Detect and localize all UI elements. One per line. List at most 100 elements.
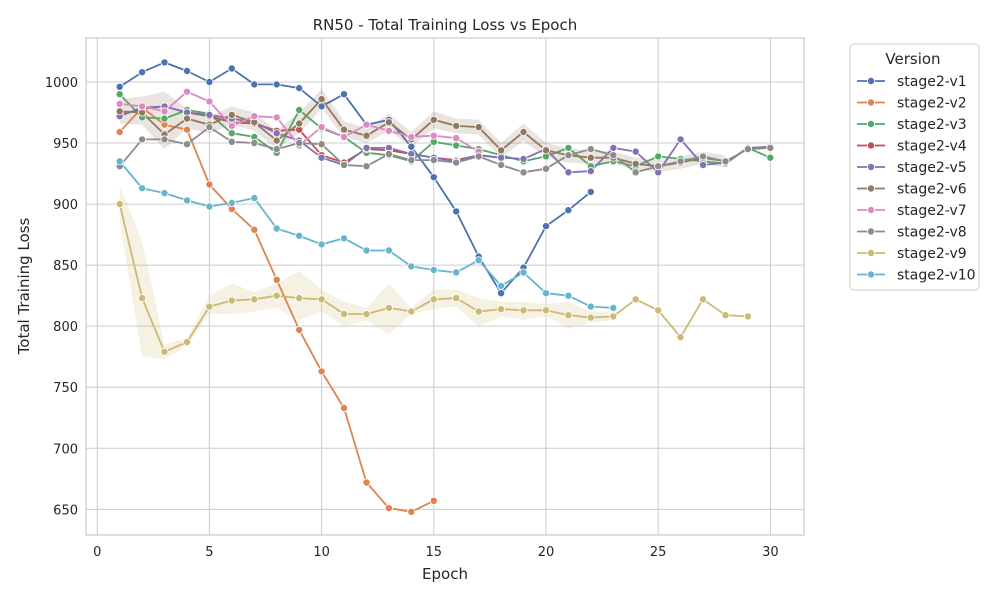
y-tick-label: 950 xyxy=(53,137,78,152)
point-stage2-v6 xyxy=(452,121,461,130)
point-stage2-v2 xyxy=(407,507,416,516)
point-stage2-v8 xyxy=(317,140,326,149)
point-stage2-v9 xyxy=(519,306,528,315)
series-markers xyxy=(115,58,775,516)
point-stage2-v9 xyxy=(564,311,573,320)
point-stage2-v10 xyxy=(115,157,124,166)
point-stage2-v1 xyxy=(205,78,214,87)
point-stage2-v8 xyxy=(519,168,528,177)
point-stage2-v7 xyxy=(272,113,281,122)
point-stage2-v8 xyxy=(227,137,236,146)
point-stage2-v2 xyxy=(362,478,371,487)
y-axis-ticks: 650 700 750 800 850 900 950 1000 xyxy=(45,76,78,518)
x-tick-label: 5 xyxy=(205,545,213,560)
legend: Version stage2-v1stage2-v2stage2-v3stage… xyxy=(849,43,980,291)
point-stage2-v9 xyxy=(160,347,169,356)
point-stage2-v10 xyxy=(429,265,438,274)
legend-box xyxy=(849,43,980,291)
point-stage2-v1 xyxy=(339,90,348,99)
x-tick-label: 30 xyxy=(762,545,779,560)
point-stage2-v8 xyxy=(362,162,371,171)
point-stage2-v1 xyxy=(182,67,191,76)
point-stage2-v8 xyxy=(564,151,573,160)
point-stage2-v2 xyxy=(317,367,326,376)
point-stage2-v2 xyxy=(429,496,438,505)
line-stage2-v1 xyxy=(119,61,592,295)
legend-marker-stage2-v9 xyxy=(867,248,876,257)
y-tick-label: 650 xyxy=(53,503,78,518)
point-stage2-v10 xyxy=(182,196,191,205)
point-stage2-v9 xyxy=(272,291,281,300)
point-stage2-v6 xyxy=(295,119,304,128)
point-stage2-v2 xyxy=(250,225,259,234)
point-stage2-v6 xyxy=(519,127,528,136)
y-axis-label: Total Training Loss xyxy=(15,217,33,355)
point-stage2-v2 xyxy=(339,403,348,412)
point-stage2-v5 xyxy=(676,135,685,144)
point-stage2-v2 xyxy=(272,275,281,284)
point-stage2-v8 xyxy=(205,123,214,132)
legend-marker-stage2-v4 xyxy=(867,141,876,150)
point-stage2-v7 xyxy=(384,126,393,135)
point-stage2-v9 xyxy=(721,311,730,320)
x-tick-label: 15 xyxy=(426,545,443,560)
point-stage2-v9 xyxy=(317,295,326,304)
point-stage2-v8 xyxy=(654,162,663,171)
point-stage2-v9 xyxy=(138,294,147,303)
point-stage2-v7 xyxy=(227,121,236,130)
legend-label: stage2-v10 xyxy=(897,268,976,284)
point-stage2-v3 xyxy=(654,152,663,161)
point-stage2-v7 xyxy=(160,107,169,116)
point-stage2-v6 xyxy=(384,118,393,127)
y-tick-label: 750 xyxy=(53,381,78,396)
point-stage2-v5 xyxy=(362,143,371,152)
legend-label: stage2-v9 xyxy=(897,246,967,262)
point-stage2-v8 xyxy=(138,135,147,144)
y-tick-label: 850 xyxy=(53,259,78,274)
point-stage2-v6 xyxy=(631,159,640,168)
point-stage2-v8 xyxy=(676,157,685,166)
point-stage2-v1 xyxy=(542,222,551,231)
legend-marker-stage2-v8 xyxy=(867,227,876,236)
point-stage2-v6 xyxy=(429,115,438,124)
point-stage2-v8 xyxy=(497,160,506,169)
point-stage2-v10 xyxy=(317,240,326,249)
point-stage2-v9 xyxy=(339,309,348,318)
point-stage2-v10 xyxy=(339,234,348,243)
point-stage2-v1 xyxy=(497,289,506,298)
point-stage2-v9 xyxy=(474,307,483,316)
point-stage2-v5 xyxy=(699,160,708,169)
point-stage2-v9 xyxy=(676,333,685,342)
legend-marker-stage2-v1 xyxy=(867,77,876,86)
point-stage2-v7 xyxy=(205,97,214,106)
point-stage2-v9 xyxy=(182,338,191,347)
point-stage2-v10 xyxy=(407,262,416,271)
point-stage2-v8 xyxy=(182,140,191,149)
point-stage2-v10 xyxy=(295,231,304,240)
point-stage2-v8 xyxy=(429,156,438,165)
point-stage2-v5 xyxy=(631,147,640,156)
point-stage2-v1 xyxy=(115,82,124,91)
point-stage2-v1 xyxy=(250,80,259,89)
point-stage2-v10 xyxy=(542,289,551,298)
point-stage2-v3 xyxy=(564,143,573,152)
x-axis-ticks: 0 5 10 15 20 25 30 xyxy=(93,545,779,560)
point-stage2-v2 xyxy=(384,504,393,513)
point-stage2-v9 xyxy=(654,306,663,315)
point-stage2-v9 xyxy=(609,312,618,321)
point-stage2-v2 xyxy=(205,180,214,189)
legend-label: stage2-v8 xyxy=(897,225,967,241)
point-stage2-v2 xyxy=(115,127,124,136)
y-tick-label: 900 xyxy=(53,198,78,213)
point-stage2-v7 xyxy=(429,131,438,140)
point-stage2-v8 xyxy=(407,156,416,165)
y-tick-label: 700 xyxy=(53,442,78,457)
point-stage2-v8 xyxy=(272,145,281,154)
x-tick-label: 25 xyxy=(650,545,667,560)
point-stage2-v9 xyxy=(205,302,214,311)
point-stage2-v9 xyxy=(227,296,236,305)
point-stage2-v10 xyxy=(384,246,393,255)
point-stage2-v7 xyxy=(452,134,461,143)
point-stage2-v7 xyxy=(250,112,259,121)
